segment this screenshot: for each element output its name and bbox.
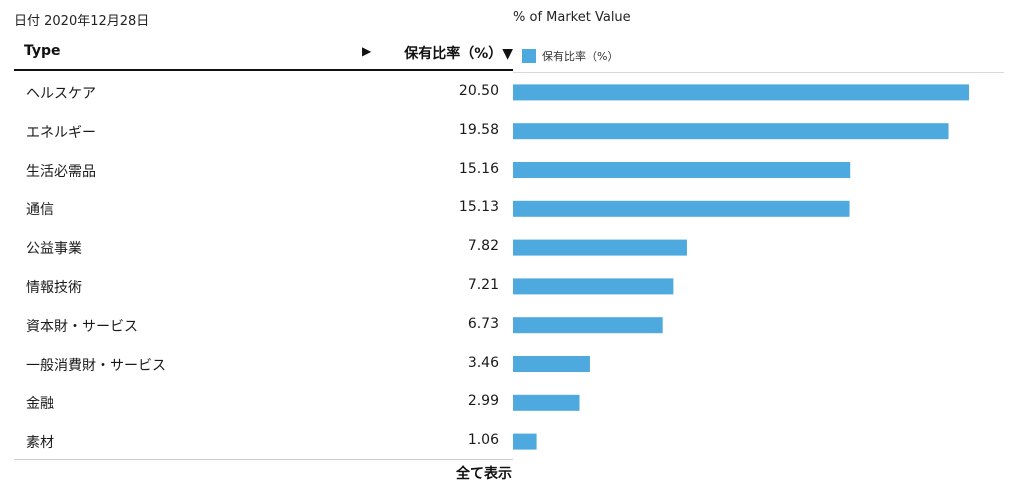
row-category-label: 一般消費財・サービス xyxy=(26,357,166,374)
chart-title: % of Market Value xyxy=(513,10,631,25)
bar-1 xyxy=(513,123,949,140)
table-row: 素材 1.06 xyxy=(14,421,513,460)
legend-label: 保有比率（%） xyxy=(542,50,619,63)
table-header: Type ▶ 保有比率（%）▼ xyxy=(14,34,513,71)
row-category-label: 通信 xyxy=(26,202,54,219)
show-all-button[interactable]: 全て表示 xyxy=(456,463,512,483)
row-category-label: 情報技術 xyxy=(26,280,82,296)
row-value-label: 15.16 xyxy=(458,160,499,177)
table-bottom-divider xyxy=(14,459,513,460)
bar-0 xyxy=(513,84,969,101)
column-header-percent[interactable]: 保有比率（%）▼ xyxy=(404,46,513,62)
row-value-label: 19.58 xyxy=(458,121,499,138)
sort-arrow-icon[interactable]: ▶ xyxy=(362,44,372,58)
row-category-label: 生活必需品 xyxy=(26,163,96,180)
bar-8 xyxy=(513,394,580,411)
row-value-label: 6.73 xyxy=(467,315,499,332)
legend-divider xyxy=(513,72,1004,73)
row-value-label: 1.06 xyxy=(467,432,499,449)
row-value-label: 7.21 xyxy=(467,277,499,293)
bar-2 xyxy=(513,162,851,178)
legend-swatch xyxy=(522,49,536,63)
bar-7 xyxy=(513,356,590,372)
row-category-label: 公益事業 xyxy=(26,241,82,258)
bar-4 xyxy=(513,239,687,256)
table-row: 生活必需品 15.16 xyxy=(14,150,513,189)
bar-5 xyxy=(513,278,674,295)
table-row: 金融 2.99 xyxy=(14,382,513,421)
row-category-label: 資本財・サービス xyxy=(26,318,138,335)
row-value-label: 3.46 xyxy=(467,354,499,371)
bar-6 xyxy=(513,317,663,334)
table-row: ヘルスケア 20.50 xyxy=(14,72,513,111)
row-category-label: ヘルスケア xyxy=(26,86,96,102)
table-row: 一般消費財・サービス 3.46 xyxy=(14,344,513,383)
table-row: 通信 15.13 xyxy=(14,188,513,227)
row-category-label: 金融 xyxy=(26,396,54,413)
row-value-label: 2.99 xyxy=(467,393,499,410)
column-header-type: Type xyxy=(24,43,61,59)
bar-3 xyxy=(513,200,850,217)
row-category-label: エネルギー xyxy=(26,124,96,141)
row-value-label: 7.82 xyxy=(467,238,499,255)
table-row: 情報技術 7.21 xyxy=(14,266,513,305)
date-label: 日付 2020年12月28日 xyxy=(14,14,150,29)
table-row: エネルギー 19.58 xyxy=(14,111,513,150)
row-value-label: 15.13 xyxy=(458,199,499,216)
row-value-label: 20.50 xyxy=(458,83,499,99)
row-category-label: 素材 xyxy=(26,435,54,452)
table-row: 資本財・サービス 6.73 xyxy=(14,305,513,344)
bar-9 xyxy=(513,433,537,450)
legend: 保有比率（%） xyxy=(522,48,618,64)
table-row: 公益事業 7.82 xyxy=(14,227,513,266)
